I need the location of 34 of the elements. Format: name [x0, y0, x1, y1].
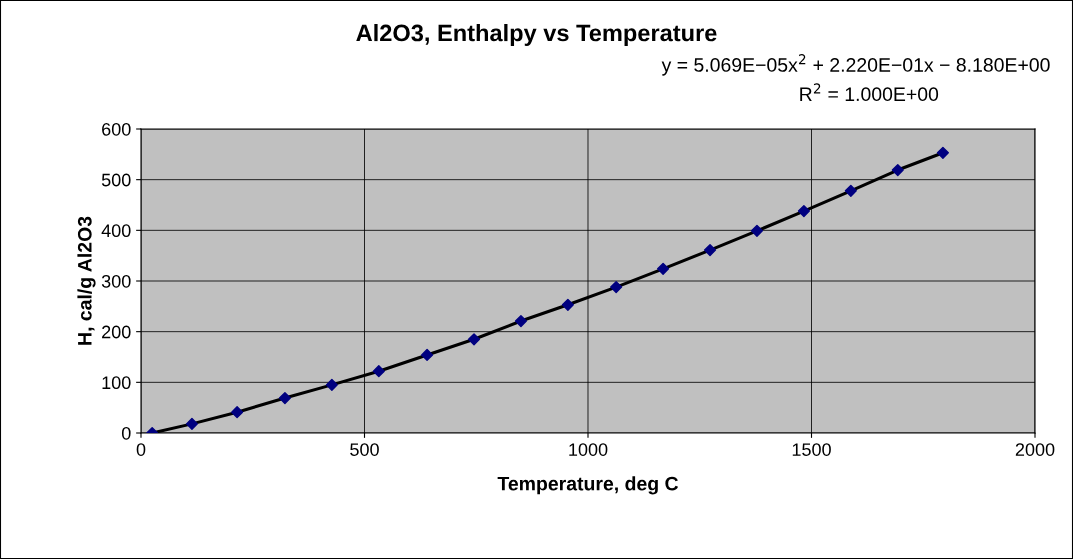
- point: [891, 163, 904, 177]
- point: [610, 281, 623, 294]
- y-tick-label: 100: [102, 376, 131, 390]
- point: [797, 205, 810, 218]
- point: [514, 314, 528, 328]
- point: [657, 262, 670, 275]
- point: [467, 333, 481, 346]
- x-tick-label: 2000: [1015, 443, 1055, 456]
- x-tick-label: 1000: [569, 443, 608, 456]
- y-tick-label: 300: [101, 274, 131, 288]
- point: [936, 146, 949, 159]
- point: [278, 391, 292, 405]
- point: [185, 417, 199, 430]
- point: [231, 406, 244, 419]
- point: [561, 298, 574, 311]
- point: [421, 348, 434, 362]
- x-tick-label: 1500: [792, 443, 831, 456]
- x-axis-title: Temperature, deg C: [497, 476, 679, 495]
- point: [703, 244, 717, 257]
- point: [750, 224, 764, 237]
- text: y = 5.069E−05x$^{2}$ + 2.220E−01x − 8.180E+00: [661, 54, 1050, 76]
- point: [844, 184, 857, 197]
- y-axis-title: H, cal/g Al2O3: [77, 216, 96, 345]
- chart-title: Al2O3, Enthalpy vs Temperature: [356, 24, 717, 46]
- x-tick-label: 500: [350, 443, 379, 456]
- y-tick-label: 400: [101, 224, 131, 238]
- y-tick-label: 0: [121, 426, 131, 440]
- point: [372, 365, 385, 378]
- x-tick-label: 0: [136, 443, 146, 456]
- y-tick-label: 200: [102, 325, 131, 339]
- point: [325, 378, 338, 391]
- y-tick-label: 600: [102, 122, 131, 136]
- text: R$^{2}$ = 1.000E+00: [800, 83, 939, 102]
- y-tick-label: 500: [101, 173, 131, 187]
